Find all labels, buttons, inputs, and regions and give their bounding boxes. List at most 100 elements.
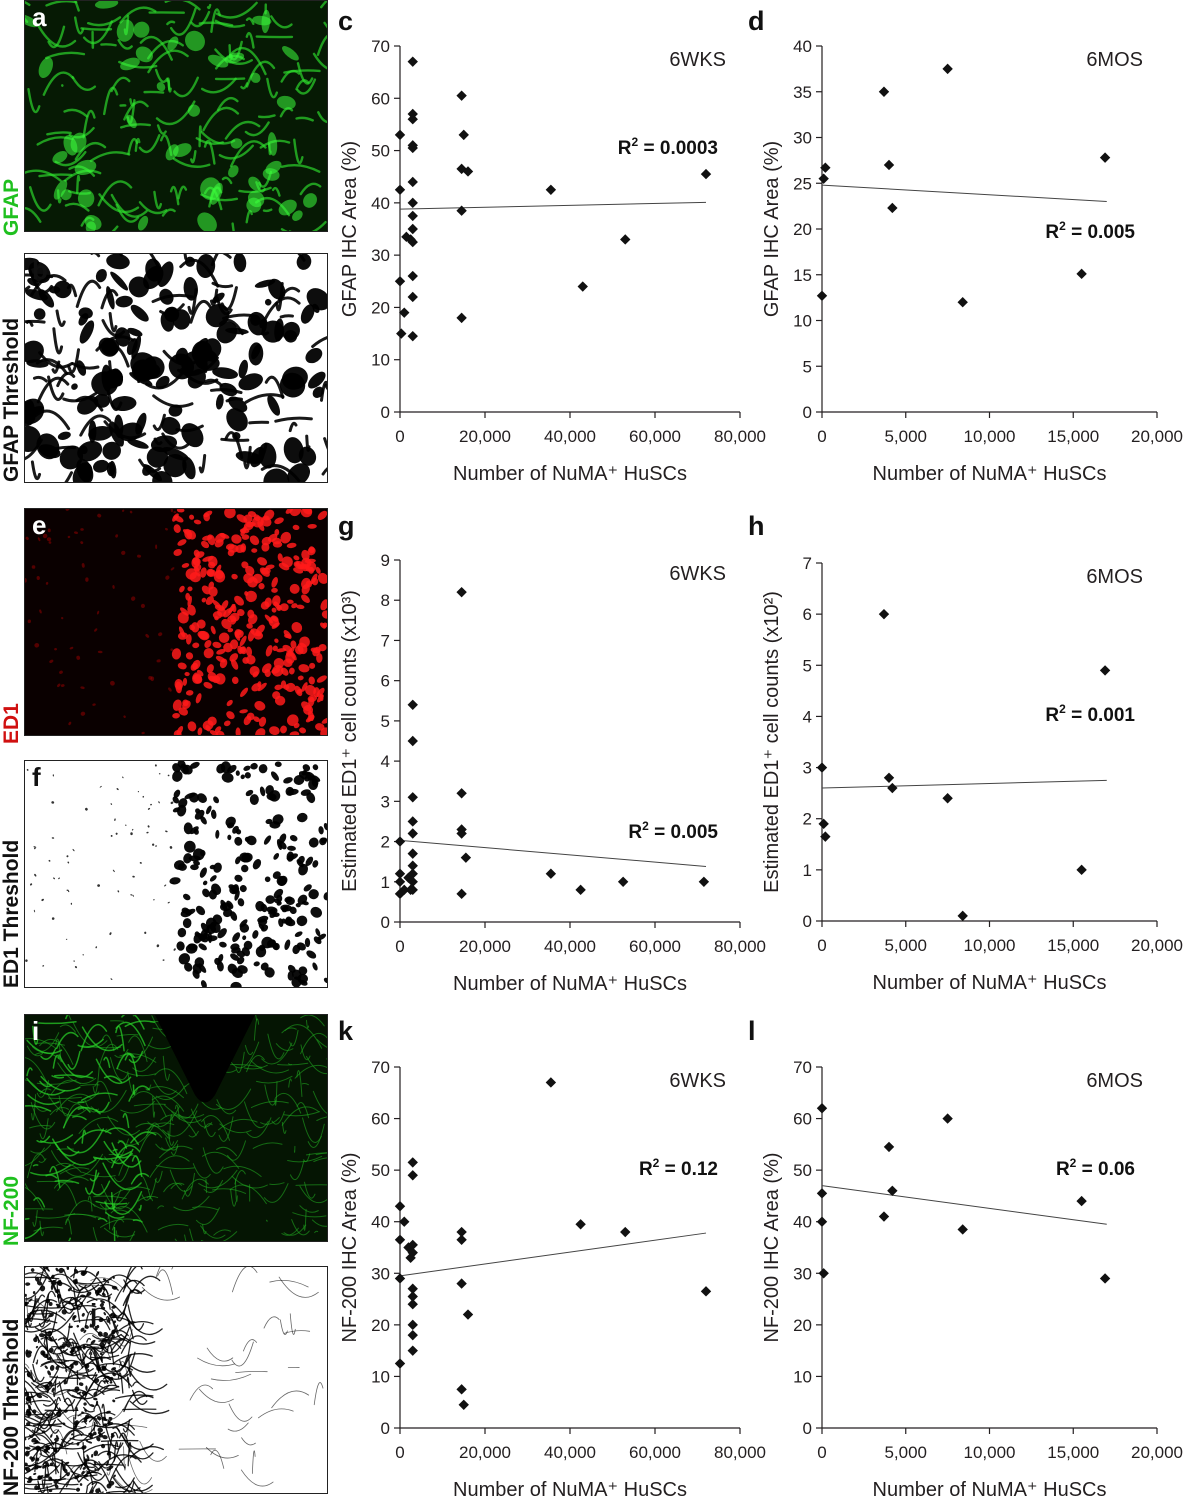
chart-l-data-point <box>818 1268 829 1279</box>
chart-k-y-tick-label: 0 <box>381 1419 390 1438</box>
chart-k-data-point <box>394 1234 406 1245</box>
chart-l-y-tick-label: 10 <box>793 1367 812 1386</box>
row-label-ed1-threshold: ED1 Threshold <box>0 839 23 988</box>
chart-g-data-point <box>698 876 710 887</box>
chart-g-y-tick-label: 0 <box>381 913 390 932</box>
chart-g-data-point <box>407 848 418 859</box>
panel-letter-b: b <box>32 255 48 285</box>
chart-k-data-point <box>399 1216 410 1227</box>
chart-k-y-axis-label: NF-200 IHC Area (%) <box>339 1152 361 1342</box>
chart-d-y-tick-label: 35 <box>793 83 812 102</box>
chart-d-x-tick-label: 10,000 <box>964 427 1016 446</box>
chart-c-data-point <box>407 114 418 125</box>
chart-k-y-tick-label: 40 <box>371 1213 390 1232</box>
chart-h-data-point <box>818 818 829 830</box>
chart-h-data-point <box>957 910 968 922</box>
row-label-nf200: NF-200 <box>0 1175 23 1246</box>
nf200-threshold-image <box>24 1266 328 1494</box>
chart-k-panel-letter: k <box>338 1016 354 1046</box>
chart-g-y-axis-label: Estimated ED1⁺ cell counts (x10³) <box>339 590 361 892</box>
chart-d-y-axis-label: GFAP IHC Area (%) <box>761 141 783 317</box>
chart-c-data-point <box>456 312 467 324</box>
gfap-micrograph <box>24 0 328 232</box>
chart-h-x-tick-label: 0 <box>817 936 826 955</box>
chart-d-x-tick-label: 20,000 <box>1131 427 1183 446</box>
chart-l-data-point <box>816 1103 828 1114</box>
chart-g-data-point <box>407 735 418 747</box>
chart-c-y-tick-label: 10 <box>371 351 390 370</box>
chart-h: h 0 1 2 3 4 5 6 7 0 5,000 10,000 15,000 20,000 Number … <box>740 505 1185 1005</box>
chart-g-y-tick-label: 4 <box>381 752 390 771</box>
chart-l-y-tick-label: 40 <box>793 1213 812 1232</box>
chart-l-y-tick-label: 0 <box>803 1419 812 1438</box>
chart-d-y-tick-label: 10 <box>793 312 812 331</box>
chart-d-y-tick-label: 40 <box>793 37 812 56</box>
chart-c-data-point <box>394 184 406 195</box>
chart-k-title: 6WKS <box>669 1070 726 1092</box>
chart-d-title: 6MOS <box>1086 49 1143 71</box>
chart-l-y-tick-label: 20 <box>793 1316 812 1335</box>
chart-c-data-point <box>407 142 418 154</box>
chart-c-data-point <box>407 197 418 209</box>
chart-k-y-tick-label: 10 <box>371 1367 390 1386</box>
chart-d-x-axis-label: Number of NuMA⁺ HuSCs <box>873 463 1107 485</box>
panel-letter-a: a <box>32 2 47 32</box>
chart-k-x-tick-label: 20,000 <box>459 1443 511 1462</box>
chart-g-data-point <box>407 876 418 887</box>
chart-d-y-tick-label: 30 <box>793 129 812 148</box>
chart-h-data-point <box>1076 864 1087 876</box>
chart-g-data-point <box>460 852 472 863</box>
chart-g-y-tick-label: 5 <box>381 712 390 731</box>
chart-h-data-point <box>1099 665 1111 676</box>
panel-letter-f: f <box>32 762 41 792</box>
chart-d-y-tick-label: 15 <box>793 266 812 285</box>
chart-l-data-point <box>883 1141 895 1153</box>
chart-d-y-tick-label: 20 <box>793 220 812 239</box>
chart-c-trendline <box>399 201 707 210</box>
chart-c-data-point <box>577 281 588 292</box>
chart-c-y-tick-label: 70 <box>371 37 390 56</box>
chart-k-data-point <box>456 1384 467 1395</box>
chart-d-y-tick-label: 0 <box>803 403 812 422</box>
chart-d-x-tick-label: 15,000 <box>1047 427 1099 446</box>
chart-k-y-tick-label: 20 <box>371 1316 390 1335</box>
gfap-threshold-image <box>24 253 328 483</box>
chart-d-data-point <box>878 86 890 97</box>
chart-d: d 0 5 10 15 20 25 30 35 40 0 5,000 10,000 15,000 20,00… <box>740 0 1185 500</box>
chart-g-y-tick-label: 8 <box>381 591 390 610</box>
chart-c-data-point <box>458 129 469 141</box>
chart-k-y-tick-label: 60 <box>371 1110 390 1129</box>
chart-c-data-point <box>407 270 418 282</box>
ed1-micrograph <box>24 508 328 736</box>
chart-l-data-point <box>1076 1195 1087 1207</box>
chart-h-x-tick-label: 10,000 <box>964 936 1016 955</box>
chart-h-r-squared-label: R2 = 0.001 <box>1045 702 1135 726</box>
chart-c: c 0 10 20 30 40 50 60 70 0 20,000 40,000 60,000 80,00… <box>330 0 766 500</box>
ed1-threshold-image <box>24 760 328 988</box>
chart-g-data-point <box>456 828 467 839</box>
chart-c-x-tick-label: 60,000 <box>629 427 681 446</box>
chart-l-x-tick-label: 5,000 <box>884 1443 927 1462</box>
chart-h-data-point <box>942 793 953 804</box>
chart-c-data-point <box>407 108 418 120</box>
chart-c-panel-letter: c <box>338 6 353 36</box>
chart-l-y-tick-label: 50 <box>793 1161 812 1180</box>
chart-k-x-axis-label: Number of NuMA⁺ HuSCs <box>453 1479 687 1501</box>
chart-k-x-tick-label: 0 <box>395 1443 404 1462</box>
chart-h-x-tick-label: 20,000 <box>1131 936 1183 955</box>
chart-k-x-tick-label: 80,000 <box>714 1443 766 1462</box>
chart-g: g 0 1 2 3 4 5 6 7 8 9 0 20,000 40,000 60,000 80,000 Numb… <box>330 505 766 1005</box>
chart-g-x-tick-label: 40,000 <box>544 937 596 956</box>
chart-h-data-point <box>887 782 898 794</box>
chart-k-data-point <box>394 1201 406 1212</box>
chart-c-data-point <box>407 176 418 188</box>
chart-c-data-point <box>456 205 467 216</box>
chart-l-y-axis-label: NF-200 IHC Area (%) <box>761 1152 783 1342</box>
chart-g-data-point <box>456 788 467 799</box>
chart-d-data-point <box>942 63 953 75</box>
chart-g-data-point <box>407 816 418 827</box>
chart-h-panel-letter: h <box>748 511 765 541</box>
chart-c-data-point <box>396 328 407 339</box>
chart-k-y-tick-label: 70 <box>371 1058 390 1077</box>
row-label-gfap: GFAP <box>0 178 23 236</box>
